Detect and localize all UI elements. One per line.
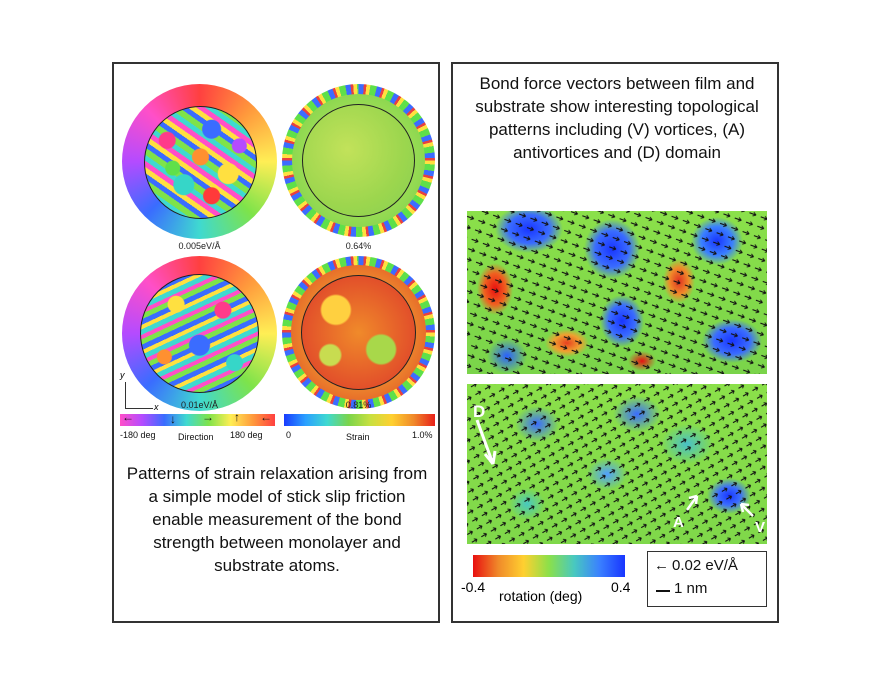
direction-map-low-force	[122, 84, 277, 239]
scale-legend: ← 0.02 eV/Å 1 nm	[647, 551, 767, 607]
strain-max-label: 1.0%	[412, 430, 433, 440]
direction-colorbar	[120, 414, 275, 426]
right-caption: Bond force vectors between film and subs…	[475, 74, 759, 162]
strain-min-label: 0	[286, 430, 292, 440]
vortex-label: V	[755, 519, 766, 536]
direction-title: Direction	[178, 432, 214, 442]
antivortex-label: A	[673, 514, 684, 531]
vector-field-bottom	[467, 384, 767, 544]
domain-wall-label: D	[473, 402, 486, 421]
force-legend-value: 0.02 eV/Å	[672, 557, 738, 574]
map-label-2: 0.64%	[345, 241, 372, 251]
direction-arrows: ← ↓ → ↑ ←	[122, 410, 272, 426]
map-label-4: 0.81%	[345, 400, 372, 410]
direction-min-label: -180 deg	[120, 430, 156, 440]
strain-figure-panel: 0.005eV/Å 0.64% y x 0.01eV/Å 0.81% ← ↓ →…	[112, 62, 440, 623]
map-label-1: 0.005eV/Å	[178, 241, 221, 251]
axes-indicator: y x	[120, 370, 160, 412]
strain-map-low	[282, 84, 435, 237]
force-legend-arrow: ←	[654, 557, 669, 574]
rotation-max-label: 0.4	[611, 579, 631, 595]
direction-max-label: 180 deg	[230, 430, 263, 440]
length-legend-bar	[656, 590, 670, 592]
strain-title: Strain	[346, 432, 370, 442]
force-vector-panel: Bond force vectors between film and subs…	[451, 62, 779, 623]
left-caption: Patterns of strain relaxation arising fr…	[126, 464, 428, 575]
strain-map-high	[282, 256, 435, 409]
rotation-colorbar	[473, 555, 625, 577]
rotation-title: rotation (deg)	[499, 588, 583, 604]
strain-colorbar	[284, 414, 435, 426]
direction-map-high-force	[122, 256, 277, 411]
rotation-min-label: -0.4	[461, 579, 486, 595]
x-axis-letter: x	[154, 402, 159, 412]
map-label-3: 0.01eV/Å	[180, 400, 219, 410]
vector-field-top	[467, 211, 767, 374]
y-axis-letter: y	[120, 370, 125, 380]
length-legend-value: 1 nm	[674, 580, 708, 597]
